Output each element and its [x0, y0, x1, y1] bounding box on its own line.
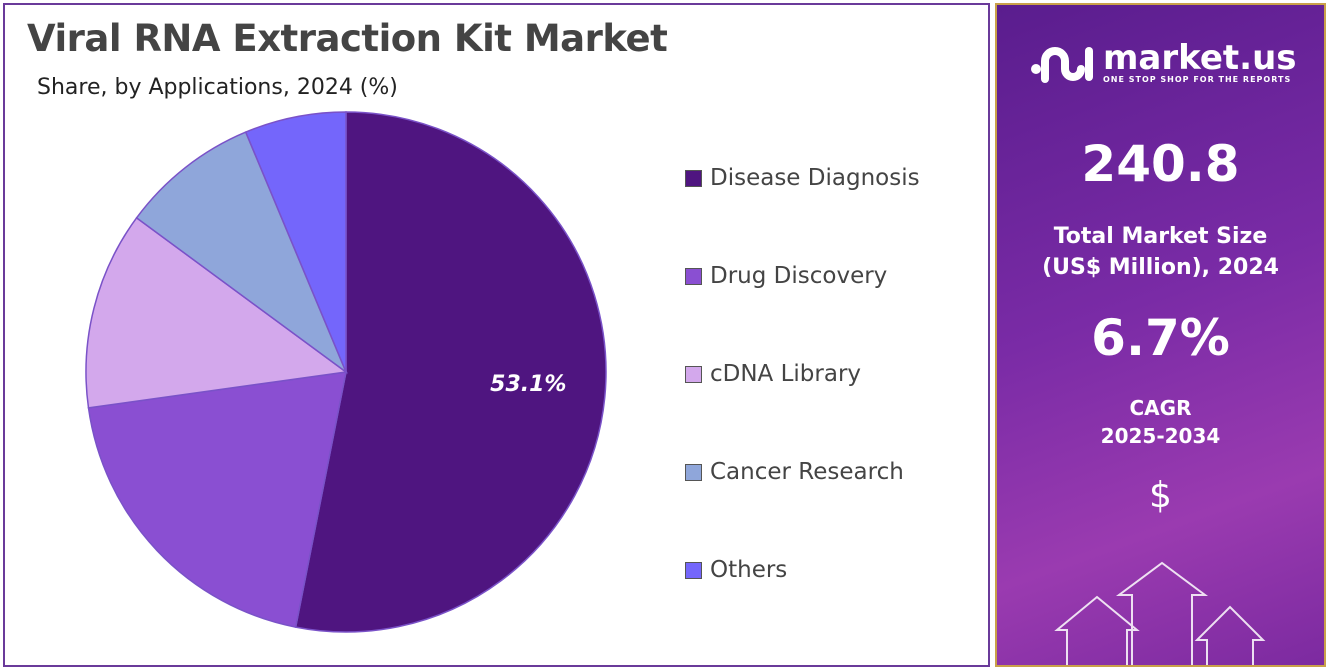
legend-item: Drug Discovery [685, 263, 887, 289]
legend-item: Others [685, 557, 787, 583]
chart-subtitle: Share, by Applications, 2024 (%) [37, 75, 398, 100]
legend-swatch [685, 561, 702, 579]
cagr-label-line1: CAGR [1129, 396, 1192, 420]
logo-tagline: ONE STOP SHOP FOR THE REPORTS [1103, 74, 1292, 84]
market-us-logo-icon [1031, 47, 1093, 83]
legend-label: cDNA Library [710, 361, 862, 387]
cagr-label-line2: 2025-2034 [1100, 424, 1221, 448]
legend-label: Cancer Research [710, 459, 904, 485]
market-size-value: 240.8 [1081, 135, 1240, 193]
legend-swatch [685, 365, 702, 383]
legend-swatch [685, 267, 702, 285]
summary-panel: market.us ONE STOP SHOP FOR THE REPORTS … [995, 3, 1326, 667]
legend-swatch [685, 169, 702, 187]
legend-item: Cancer Research [685, 459, 904, 485]
cagr-label: CAGR 2025-2034 [997, 394, 1324, 450]
market-size-label-line1: Total Market Size [1053, 224, 1268, 249]
growth-arrows-icon [1054, 561, 1266, 665]
legend-item: Disease Diagnosis [685, 165, 920, 191]
legend-label: Drug Discovery [710, 263, 888, 289]
pie-slice-drug-discovery [87, 371, 347, 628]
pie-slice-disease-diagnosis [294, 111, 607, 633]
pie-slice-cdna-library [85, 216, 348, 409]
legend-item: cDNA Library [685, 361, 861, 387]
chart-title: Viral RNA Extraction Kit Market [27, 17, 668, 60]
market-size-label: Total Market Size (US$ Million), 2024 [997, 221, 1324, 283]
cagr-value: 6.7% [1091, 309, 1230, 367]
pie-slice-cancer-research [135, 131, 348, 375]
chart-panel: 53.1% Viral RNA Extraction Kit Market Sh… [3, 3, 990, 667]
pie-chart: 53.1% [85, 111, 607, 633]
pie-slice-others [244, 111, 347, 373]
logo: market.us ONE STOP SHOP FOR THE REPORTS [1029, 39, 1297, 85]
market-size-label-line2: (US$ Million), 2024 [1042, 255, 1279, 280]
legend-label: Disease Diagnosis [710, 165, 920, 191]
dollar-icon: $ [1149, 475, 1172, 516]
legend-label: Others [710, 557, 788, 583]
logo-text: market.us [1103, 37, 1297, 78]
legend-swatch [685, 463, 702, 481]
data-label: 53.1% [490, 372, 566, 397]
